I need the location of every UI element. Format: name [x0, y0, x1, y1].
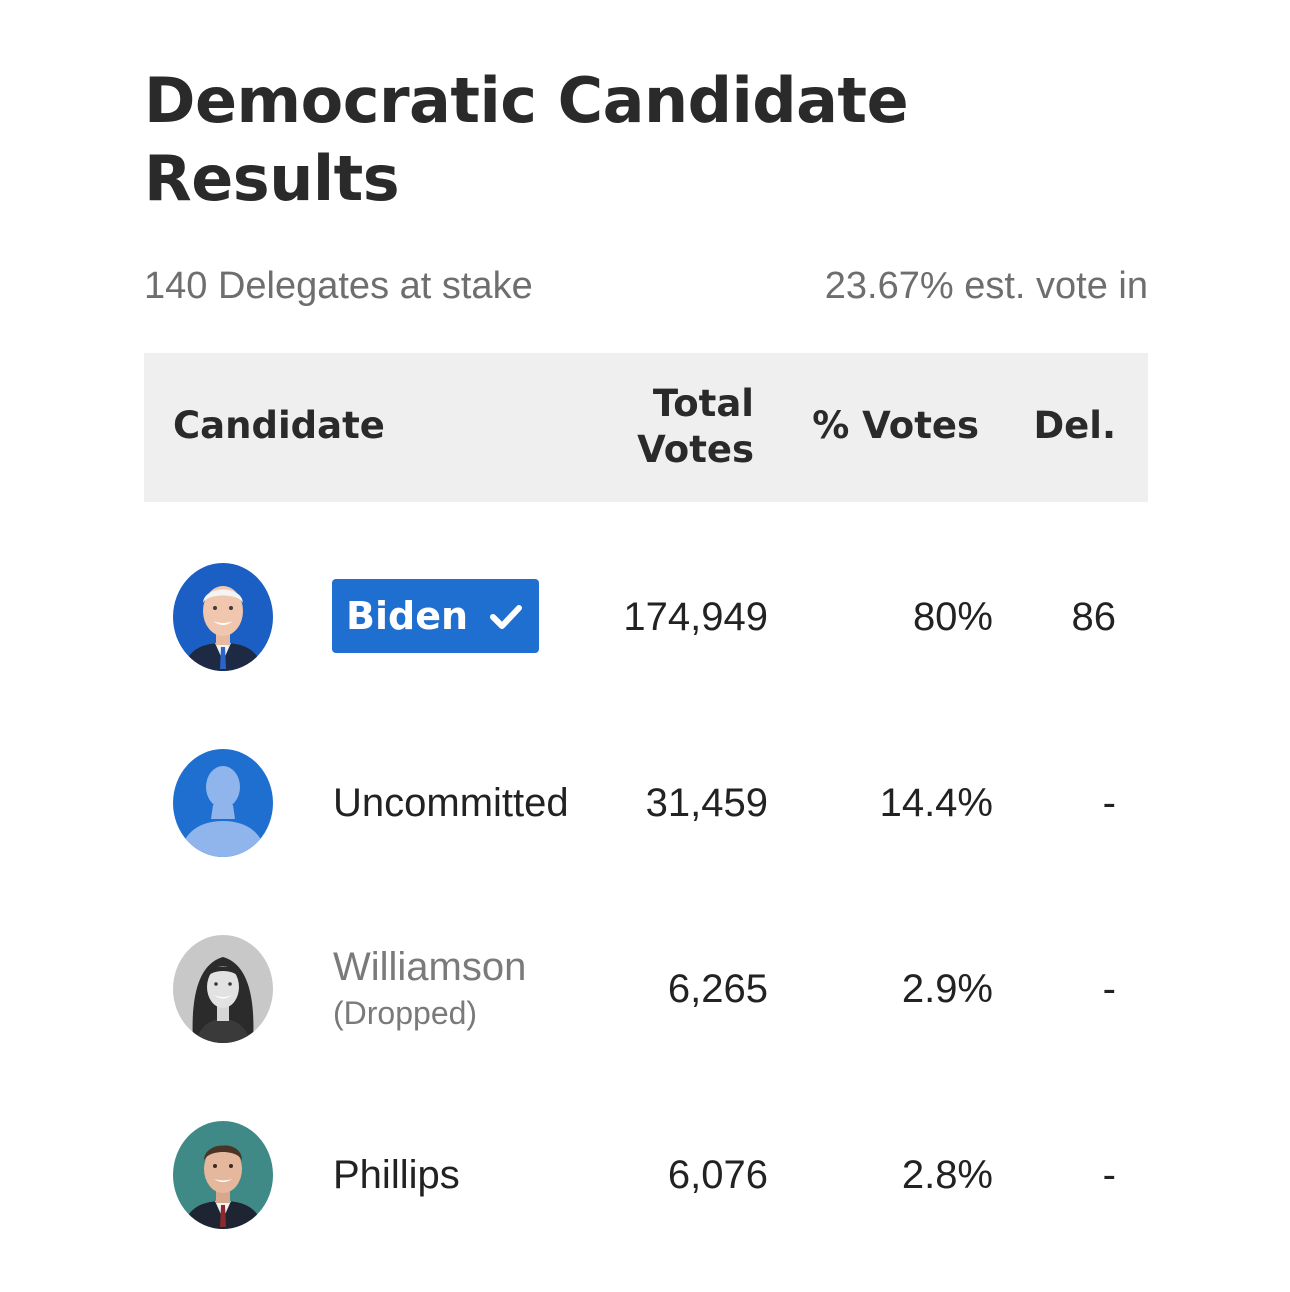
pct-votes: 2.8%: [901, 1153, 993, 1197]
candidate-name-block: Williamson (Dropped): [333, 943, 526, 1035]
total-votes: 174,949: [623, 595, 768, 639]
delegates-won: -: [1102, 967, 1116, 1011]
phillips-photo: [173, 1121, 273, 1229]
table-row: Uncommitted 31,459 14.4% -: [144, 749, 1148, 859]
pct-votes: 14.4%: [879, 781, 993, 825]
table-row: Williamson (Dropped) 6,265 2.9% -: [144, 935, 1148, 1045]
candidate-status: (Dropped): [333, 995, 478, 1031]
checkmark-icon: [490, 605, 522, 629]
pct-votes: 80%: [912, 595, 993, 639]
williamson-avatar: [173, 935, 273, 1043]
candidate-name: Williamson: [333, 945, 527, 989]
page-title: Democratic Candidate Results: [144, 64, 909, 215]
column-header-delegates: Del.: [1033, 404, 1116, 447]
candidate-name: Phillips: [333, 1153, 460, 1197]
delegates-at-stake: 140 Delegates at stake: [144, 265, 533, 307]
delegates-won: 86: [1071, 595, 1117, 639]
pct-votes: 2.9%: [901, 967, 993, 1011]
table-row: Phillips 6,076 2.8% -: [144, 1121, 1148, 1231]
column-header-candidate: Candidate: [173, 404, 385, 447]
results-meta: 140 Delegates at stake 23.67% est. vote …: [144, 262, 1148, 310]
candidate-name: Uncommitted: [333, 781, 569, 825]
biden-avatar: [173, 563, 273, 671]
column-header-total-votes: Total Votes: [637, 381, 754, 473]
column-header-total-votes-line2: Votes: [637, 428, 754, 471]
winner-badge: Biden: [332, 579, 539, 653]
uncommitted-avatar: [173, 749, 273, 857]
table-row: Biden 174,949 80% 86: [144, 563, 1148, 673]
candidate-name: Biden: [346, 594, 469, 638]
table-header: Candidate Total Votes % Votes Del.: [144, 353, 1148, 502]
delegates-won: -: [1102, 1153, 1116, 1197]
column-header-pct-votes: % Votes: [812, 404, 979, 447]
vote-in-percentage: 23.67% est. vote in: [824, 265, 1148, 307]
person-silhouette-icon: [173, 749, 273, 857]
total-votes: 6,265: [667, 967, 768, 1011]
biden-photo: [173, 563, 273, 671]
total-votes: 31,459: [645, 781, 768, 825]
delegates-won: -: [1102, 781, 1116, 825]
williamson-photo: [173, 935, 273, 1043]
total-votes: 6,076: [667, 1153, 768, 1197]
phillips-avatar: [173, 1121, 273, 1229]
column-header-total-votes-line1: Total: [652, 382, 754, 425]
